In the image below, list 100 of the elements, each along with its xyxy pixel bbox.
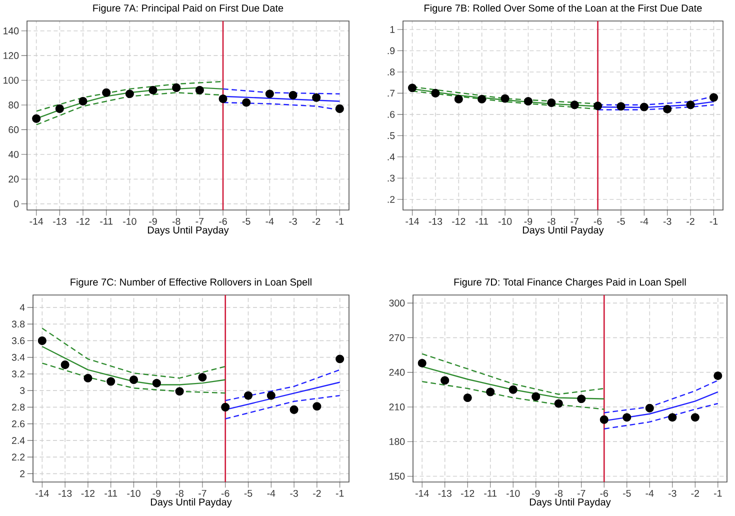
x-axis-title: Days Until Payday (150, 498, 232, 508)
x-tick-label: -4 (266, 218, 274, 225)
point (486, 388, 495, 396)
point (175, 387, 184, 396)
x-tick-label: -8 (554, 490, 563, 497)
y-tick-label: 140 (4, 27, 19, 34)
point (547, 98, 556, 108)
point (645, 404, 654, 412)
x-tick-label: -4 (640, 218, 648, 225)
y-tick-label: .3 (388, 174, 395, 182)
y-tick-label: 150 (390, 472, 405, 480)
y-tick-label: 3.2 (12, 370, 25, 378)
point (242, 98, 251, 107)
point (38, 336, 46, 345)
y-tick-label: .4 (388, 154, 395, 160)
y-tick-label: 3 (20, 387, 25, 394)
x-tick-label: -12 (76, 218, 90, 225)
point (532, 392, 540, 401)
y-tick-label: .9 (388, 47, 395, 54)
point (78, 97, 88, 106)
x-tick-label: -6 (594, 218, 602, 225)
y-tick-label: 120 (4, 52, 19, 60)
x-tick-label: -3 (290, 490, 298, 497)
y-tick-label: 100 (4, 76, 19, 84)
point (454, 94, 463, 104)
y-tick-label: 60 (8, 126, 19, 134)
x-axis-title: Days Until Payday (530, 498, 611, 508)
point (690, 413, 700, 422)
y-tick-label: .7 (388, 90, 395, 97)
x-tick-label: -3 (668, 490, 676, 497)
x-tick-label: -9 (532, 490, 540, 497)
x-axis-title: Days Until Payday (148, 226, 229, 236)
line-series (42, 328, 226, 379)
y-tick-label: 1 (390, 26, 395, 33)
x-tick-label: -2 (686, 218, 694, 225)
x-tick-label: -13 (428, 218, 442, 225)
point (312, 93, 321, 102)
x-tick-label: -2 (312, 218, 320, 225)
point (148, 86, 158, 94)
y-tick-label: 3.4 (12, 354, 25, 361)
point (336, 354, 344, 364)
x-tick-label: -8 (548, 218, 556, 225)
x-tick-label: -6 (600, 490, 608, 497)
y-tick-label: 210 (389, 404, 405, 410)
x-tick-label: -6 (221, 490, 230, 497)
x-tick-label: -3 (663, 218, 672, 225)
x-tick-label: -6 (219, 218, 227, 225)
point (106, 377, 116, 386)
x-tick-label: -11 (100, 218, 113, 225)
point (508, 385, 518, 394)
x-tick-label: -2 (691, 490, 699, 497)
x-tick-label: -5 (617, 218, 625, 225)
y-tick-label: 2.6 (12, 420, 25, 428)
point (244, 391, 253, 400)
point (554, 399, 563, 408)
point (55, 104, 64, 113)
x-tick-label: -5 (623, 490, 631, 497)
point (418, 358, 426, 368)
y-tick-label: 80 (8, 102, 19, 108)
point (640, 102, 648, 112)
point (221, 402, 230, 412)
point (265, 90, 274, 98)
point (524, 97, 532, 106)
point (60, 360, 70, 370)
point (335, 104, 344, 113)
point (129, 375, 138, 384)
point (195, 86, 204, 94)
chart-title: Figure 7B: Rolled Over Some of the Loan at the First Due Date (424, 4, 702, 14)
point (431, 88, 440, 98)
line-series (604, 402, 718, 430)
x-tick-label: -1 (336, 218, 344, 225)
point (408, 84, 417, 92)
x-tick-label: -11 (476, 218, 488, 225)
y-tick-label: .8 (388, 68, 395, 76)
x-tick-label: -1 (714, 490, 722, 497)
y-tick-label: 3.6 (12, 337, 25, 344)
x-tick-label: -4 (646, 490, 654, 497)
x-tick-label: -7 (198, 490, 206, 497)
chart-title: Figure 7C: Number of Effective Rollovers in Loan Spell (70, 278, 312, 288)
point (616, 102, 626, 111)
x-tick-label: -4 (267, 490, 276, 497)
y-tick-label: .6 (388, 110, 395, 118)
point (125, 90, 134, 98)
x-tick-label: -2 (313, 490, 321, 497)
x-tick-label: -7 (570, 218, 578, 225)
x-tick-label: -5 (244, 490, 252, 497)
y-tick-label: 300 (389, 300, 405, 307)
chart-title: Figure 7D: Total Finance Charges Paid in Loan Spell (454, 278, 686, 288)
chart-title: Figure 7A: Principal Paid on First Due Date (93, 4, 284, 14)
point (463, 393, 472, 402)
point (198, 372, 207, 382)
point (478, 94, 486, 104)
point (686, 100, 695, 110)
x-tick-label: -10 (498, 218, 512, 225)
point (32, 114, 41, 123)
x-tick-label: -14 (406, 218, 420, 225)
x-tick-label: -13 (53, 218, 66, 225)
x-tick-label: -1 (710, 218, 718, 225)
point (500, 94, 510, 103)
x-tick-label: -1 (336, 490, 344, 497)
